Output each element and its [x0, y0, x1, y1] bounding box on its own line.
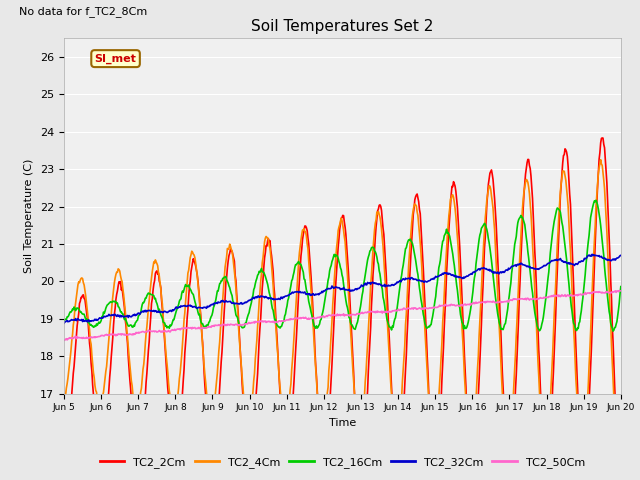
TC2_50Cm	[617, 288, 625, 294]
TC2_16Cm	[184, 283, 192, 289]
Title: Soil Temperatures Set 2: Soil Temperatures Set 2	[252, 20, 433, 35]
TC2_2Cm	[426, 413, 434, 419]
TC2_4Cm	[597, 157, 605, 163]
TC2_50Cm	[184, 325, 192, 331]
TC2_50Cm	[410, 305, 418, 311]
TC2_16Cm	[127, 323, 135, 328]
Text: SI_met: SI_met	[95, 53, 136, 64]
TC2_32Cm	[60, 320, 68, 326]
Legend: TC2_2Cm, TC2_4Cm, TC2_16Cm, TC2_32Cm, TC2_50Cm: TC2_2Cm, TC2_4Cm, TC2_16Cm, TC2_32Cm, TC…	[95, 453, 589, 472]
TC2_2Cm	[60, 446, 68, 452]
TC2_32Cm	[426, 277, 434, 283]
Line: TC2_2Cm: TC2_2Cm	[64, 138, 621, 470]
TC2_2Cm	[127, 396, 135, 402]
TC2_50Cm	[214, 323, 221, 328]
Text: No data for f_TC2_8Cm: No data for f_TC2_8Cm	[19, 6, 148, 17]
TC2_4Cm	[617, 449, 625, 455]
TC2_2Cm	[214, 420, 221, 426]
TC2_50Cm	[426, 305, 434, 311]
Line: TC2_32Cm: TC2_32Cm	[64, 254, 621, 323]
TC2_16Cm	[214, 288, 221, 294]
X-axis label: Time: Time	[329, 418, 356, 428]
TC2_50Cm	[60, 337, 68, 343]
TC2_32Cm	[184, 303, 192, 309]
TC2_16Cm	[592, 197, 600, 203]
TC2_4Cm	[184, 270, 192, 276]
TC2_50Cm	[127, 332, 135, 337]
TC2_16Cm	[617, 284, 625, 289]
Line: TC2_16Cm: TC2_16Cm	[64, 200, 621, 331]
Line: TC2_4Cm: TC2_4Cm	[64, 160, 621, 456]
Line: TC2_50Cm: TC2_50Cm	[64, 291, 621, 340]
TC2_2Cm	[580, 468, 588, 473]
TC2_2Cm	[410, 206, 418, 212]
TC2_2Cm	[70, 363, 78, 369]
TC2_4Cm	[70, 317, 78, 323]
TC2_2Cm	[617, 466, 625, 471]
TC2_50Cm	[70, 335, 78, 340]
TC2_50Cm	[616, 288, 623, 294]
TC2_4Cm	[127, 378, 135, 384]
TC2_32Cm	[410, 276, 418, 282]
TC2_16Cm	[60, 318, 68, 324]
TC2_32Cm	[127, 314, 135, 320]
TC2_4Cm	[426, 415, 434, 421]
TC2_32Cm	[214, 300, 221, 306]
TC2_32Cm	[588, 252, 596, 257]
TC2_4Cm	[614, 453, 622, 458]
TC2_4Cm	[60, 396, 68, 402]
TC2_4Cm	[214, 370, 221, 376]
TC2_16Cm	[609, 328, 617, 334]
TC2_16Cm	[70, 304, 78, 310]
TC2_4Cm	[410, 203, 418, 209]
TC2_2Cm	[184, 307, 192, 312]
TC2_16Cm	[410, 248, 418, 254]
TC2_32Cm	[617, 252, 625, 258]
TC2_2Cm	[598, 135, 606, 141]
TC2_16Cm	[426, 322, 434, 328]
TC2_32Cm	[70, 317, 78, 323]
Y-axis label: Soil Temperature (C): Soil Temperature (C)	[24, 159, 35, 273]
